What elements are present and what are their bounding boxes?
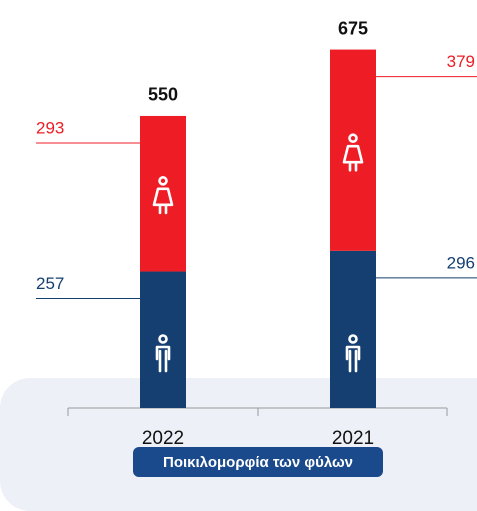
bar-segment (140, 271, 186, 408)
x-tick-label: 2022 (142, 428, 184, 449)
female-icon (342, 144, 364, 172)
bar-segment (330, 49, 376, 251)
female-icon (158, 176, 168, 186)
male-icon (348, 334, 358, 344)
male-icon (158, 334, 168, 344)
panel (0, 378, 477, 511)
male-icon (155, 345, 171, 373)
male-icon (345, 345, 361, 373)
bar-segment (140, 115, 186, 272)
total-label: 675 (338, 18, 368, 38)
total-label: 550 (148, 85, 178, 105)
value-label: 257 (36, 274, 64, 293)
value-label: 293 (36, 118, 64, 137)
female-icon (152, 187, 174, 215)
caption: Ποικιλομορφία των φύλων (163, 454, 353, 471)
x-tick-label: 2021 (332, 428, 374, 449)
caption-button (133, 447, 383, 477)
bar-segment (330, 250, 376, 408)
value-label: 379 (447, 52, 475, 71)
value-label: 296 (447, 253, 475, 272)
female-icon (348, 133, 358, 144)
